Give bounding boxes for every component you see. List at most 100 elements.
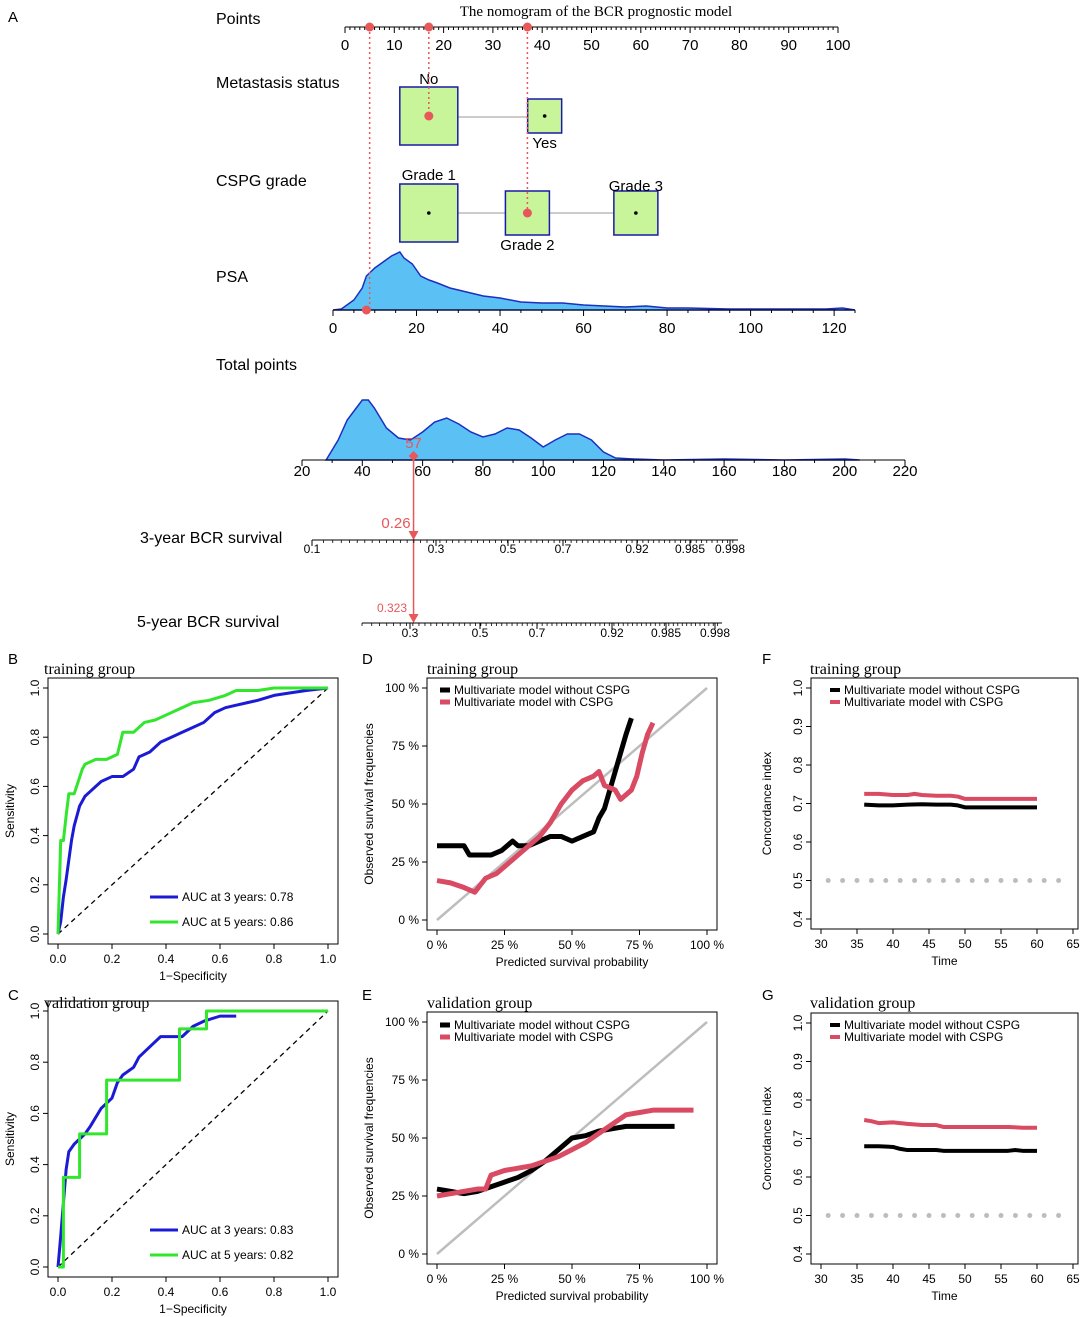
reference-dot [912,878,918,883]
y-tick-label: 100 % [385,681,419,695]
x-tick-label: 0.0 [50,952,67,966]
y-tick-label: 1.0 [791,1014,805,1031]
legend-label: Multivariate model without CSPG [454,683,630,697]
reference-dot [854,1213,860,1218]
cspg-center-dot [427,211,431,215]
panel-frame [810,1012,1079,1265]
reference-dot [969,878,975,883]
reference-dot [912,1213,918,1218]
y-tick-label: 25 % [392,1189,420,1203]
series-line-2 [864,791,1037,801]
x-tick-label: 0.6 [212,1285,229,1299]
legend-label: Multivariate model without CSPG [844,1018,1020,1032]
series-line-1 [437,717,634,858]
y-tick-label: 75 % [392,1073,420,1087]
x-tick-label: 50 [958,937,972,951]
panel-label-b: B [8,651,18,668]
total-tick-label: 200 [832,463,857,480]
legend-label: AUC at 5 years: 0.86 [182,915,294,929]
total-tick-label: 220 [892,463,917,480]
x-tick-label: 100 % [690,938,724,952]
x-tick-label: 45 [922,1272,936,1286]
series-line-1 [864,1144,1037,1153]
survival-3yr-tick-label: 0.1 [304,542,321,556]
row-label-points: Points [216,11,260,28]
y-axis-label: Observed survival frequencies [362,1057,376,1218]
total-tick-label: 120 [591,463,616,480]
y-tick-label: 0.2 [28,1207,42,1224]
legend-label: AUC at 5 years: 0.82 [182,1248,294,1262]
y-tick-label: 0.4 [791,1245,805,1262]
reference-dot [984,878,990,883]
x-tick-label: 0.6 [212,952,229,966]
metastasis-center-dot [542,114,547,118]
diagonal-reference [57,1010,329,1268]
panel-d-title: training group [427,661,518,678]
metastasis-label-no: No [419,71,438,88]
y-axis-label: Sensitivity [3,1112,17,1166]
reference-dot [883,1213,889,1218]
legend-label: Multivariate model with CSPG [454,1030,613,1044]
y-tick-label: 0.4 [28,827,42,844]
total-tick-label: 40 [354,463,371,480]
panel-label-d: D [362,651,373,668]
panel-frame [47,1000,339,1278]
survival-3yr-tick-label: 0.5 [500,542,517,556]
x-tick-label: 55 [994,1272,1008,1286]
x-tick-label: 0.8 [266,952,283,966]
reference-dot [984,1213,990,1218]
survival-3yr-tick-label: 0.998 [715,542,745,556]
legend-label: Multivariate model without CSPG [844,683,1020,697]
panel-f-title: training group [810,661,901,678]
x-tick-label: 75 % [626,938,654,952]
psa-tick-label: 40 [492,320,509,337]
points-tick-label: 90 [780,37,797,54]
x-tick-label: 30 [814,937,828,951]
total-selected-marker [408,451,419,461]
x-tick-label: 50 % [558,1272,586,1286]
survival-5yr-predicted: 0.323 [377,601,407,615]
panel-label-f: F [762,651,771,668]
y-tick-label: 0.6 [791,833,805,850]
y-tick-label: 0.6 [28,1105,42,1122]
x-tick-label: 60 [1030,937,1044,951]
x-tick-label: 0 % [427,938,448,952]
x-tick-label: 100 % [690,1272,724,1286]
reference-dot [1012,878,1018,883]
panel-e-title: validation group [427,995,532,1012]
reference-dot [883,878,889,883]
points-tick-label: 80 [731,37,748,54]
psa-tick-label: 0 [329,320,337,337]
x-axis-label: Predicted survival probability [496,1289,649,1303]
reference-dot [854,878,860,883]
reference-dot [955,1213,961,1218]
reference-dot [1012,1213,1018,1218]
reference-dot [998,878,1004,883]
row-label-psa: PSA [216,269,248,286]
reference-dot [969,1213,975,1218]
x-tick-label: 0.4 [158,1285,175,1299]
y-tick-label: 50 % [392,1131,420,1145]
reference-dot [1027,878,1033,883]
points-tick-label: 20 [435,37,452,54]
survival-3yr-tick-label: 0.3 [428,542,445,556]
total-tick-label: 180 [772,463,797,480]
legend-label: Multivariate model with CSPG [454,695,613,709]
y-tick-label: 0.6 [791,1168,805,1185]
survival-5yr-tick-label: 0.985 [651,626,681,640]
x-tick-label: 50 [958,1272,972,1286]
x-tick-label: 55 [994,937,1008,951]
y-axis-label: Sensitivity [3,784,17,838]
series-line-2 [436,1107,694,1199]
y-tick-label: 0.9 [791,718,805,735]
y-tick-label: 0.7 [791,795,805,812]
legend-label: Multivariate model without CSPG [454,1018,630,1032]
panel-g-title: validation group [810,995,915,1012]
survival-5yr-tick-label: 0.7 [529,626,546,640]
reference-dot [998,1213,1004,1218]
x-tick-label: 40 [886,1272,900,1286]
x-axis-label: 1−Specificity [159,969,227,983]
cspg-label-grade3: Grade 3 [609,178,663,195]
points-tick-label: 10 [386,37,403,54]
y-tick-label: 0.5 [791,1207,805,1224]
